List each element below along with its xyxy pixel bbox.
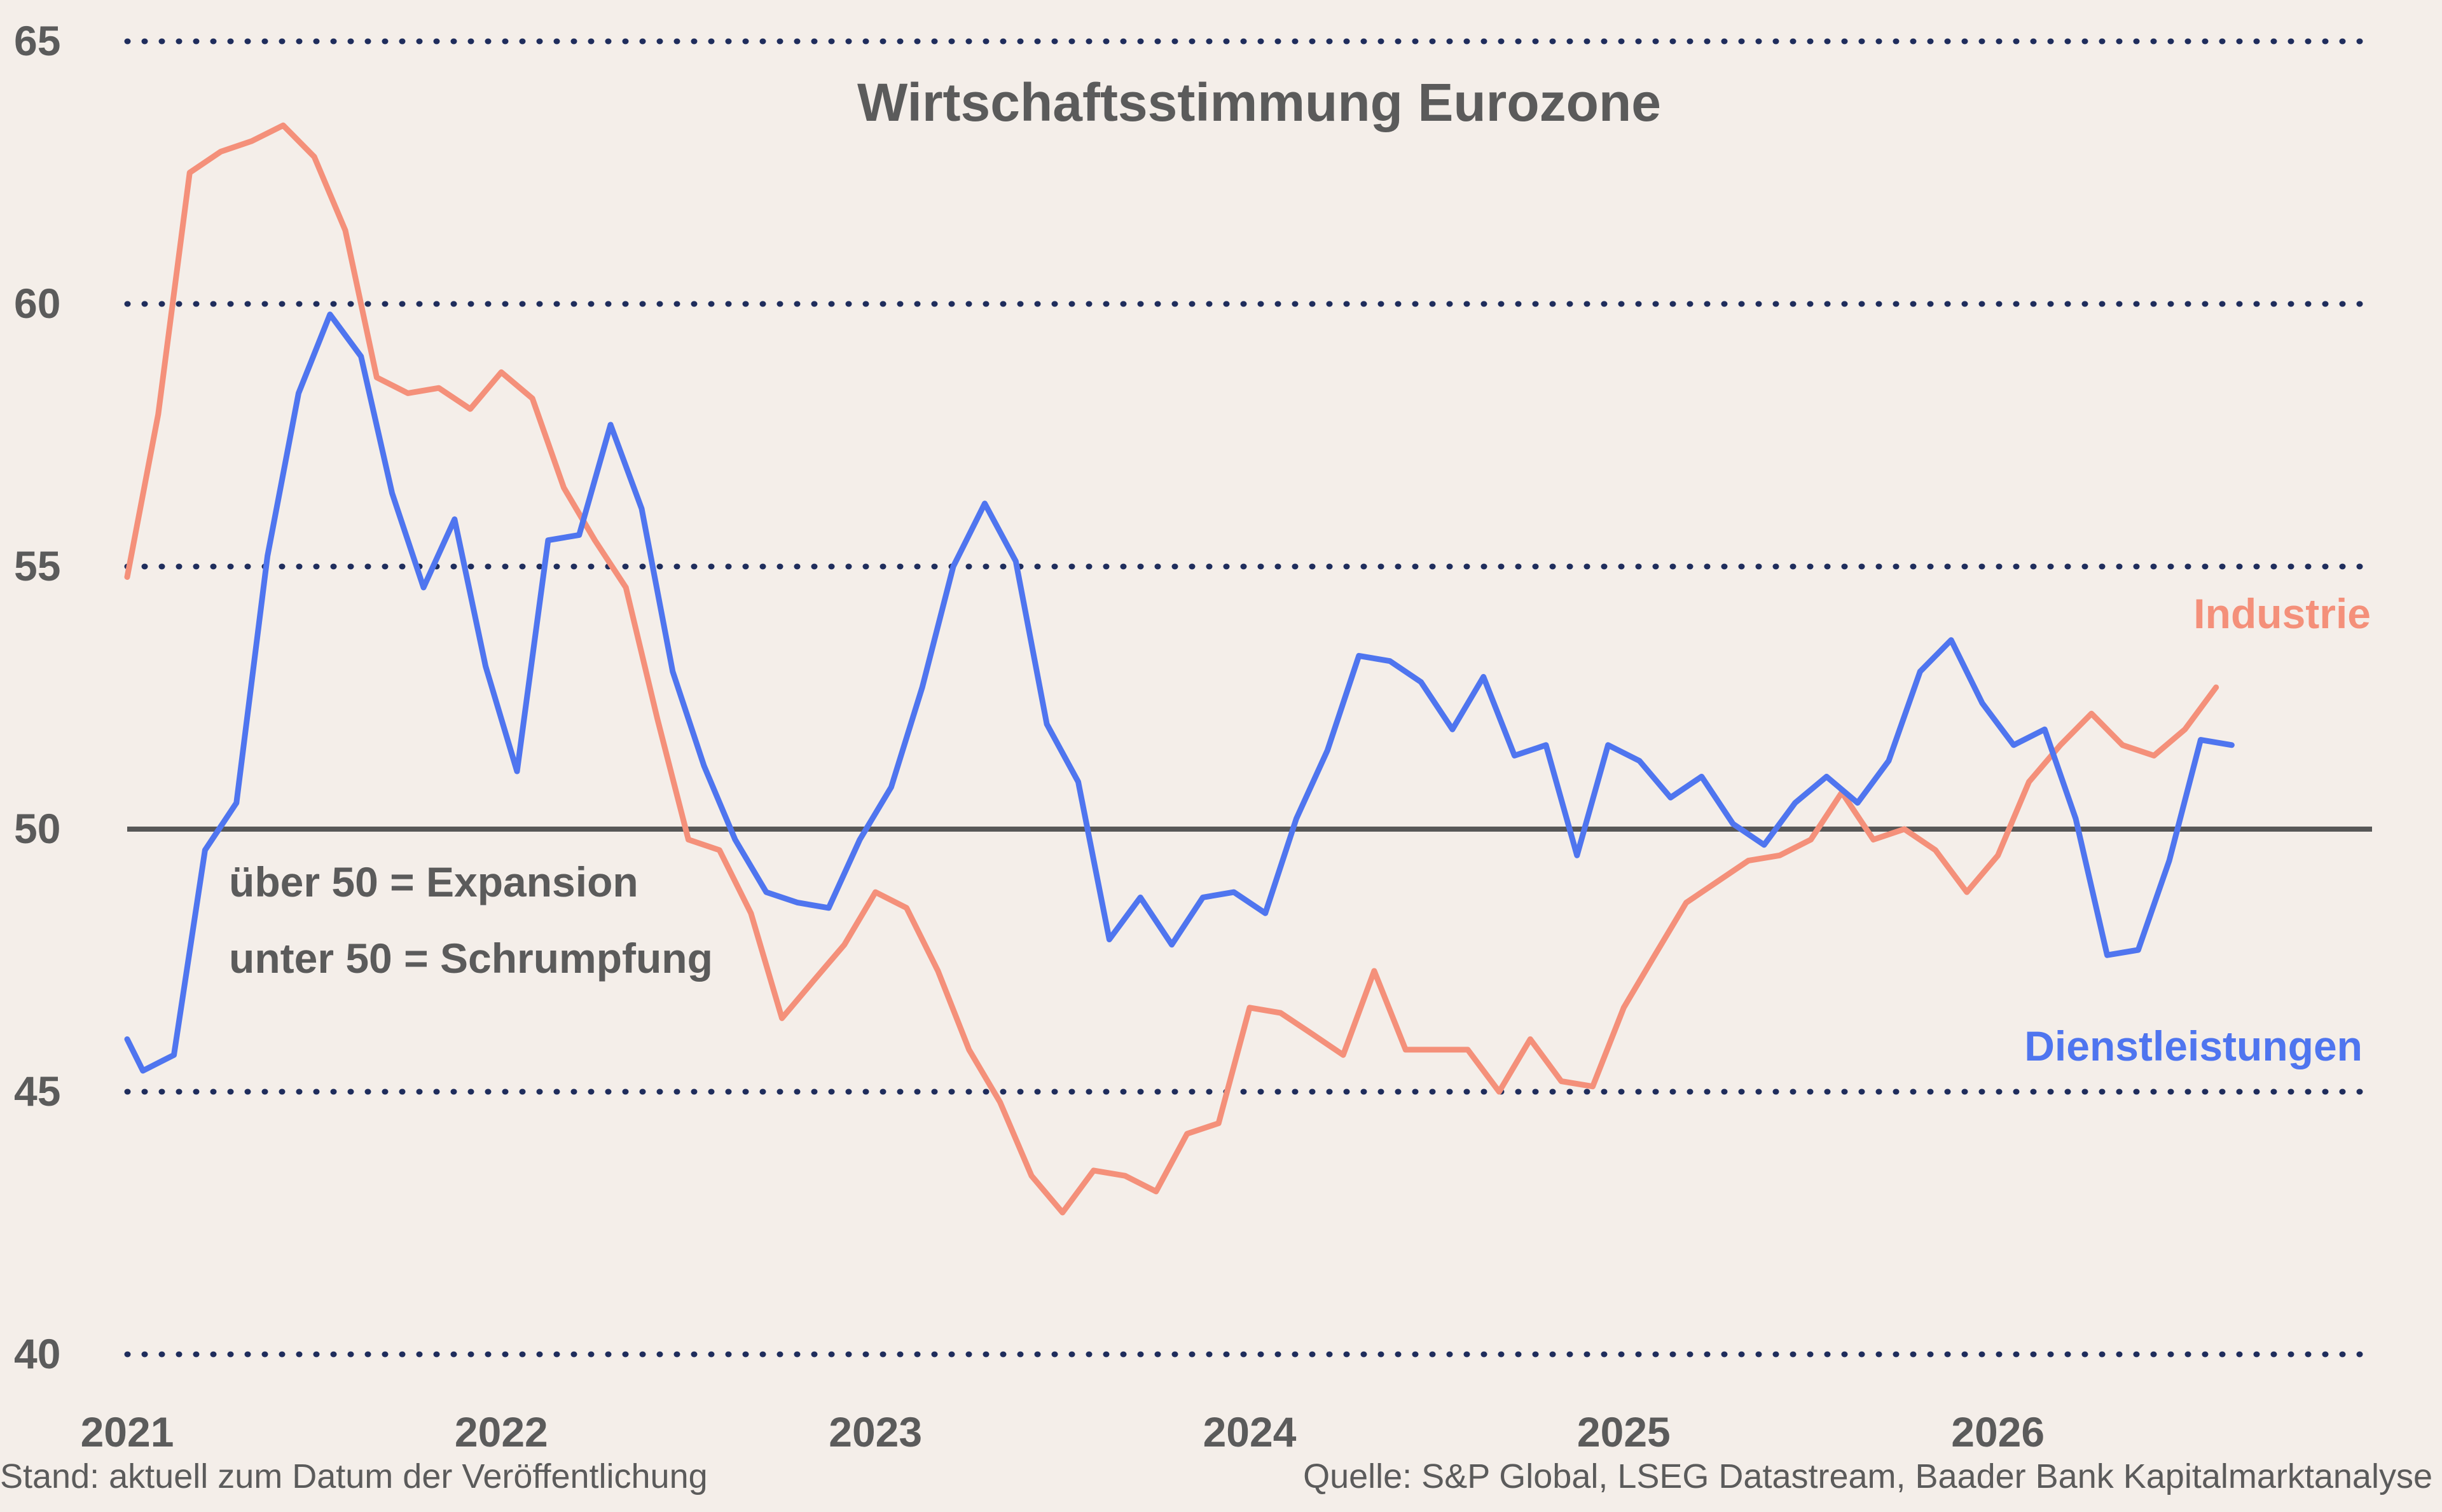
annotation-expansion: über 50 = Expansion <box>229 858 638 905</box>
y-tick-label: 40 <box>14 1330 60 1377</box>
x-tick-label: 2023 <box>829 1408 922 1455</box>
series-line-industrie <box>124 122 2219 1216</box>
y-tick-label: 50 <box>14 805 60 852</box>
annotation-schrumpfung: unter 50 = Schrumpfung <box>229 935 713 982</box>
chart-title: Wirtschaftsstimmung Eurozone <box>857 72 1661 132</box>
x-tick-label: 2022 <box>455 1408 548 1455</box>
x-tick-label: 2026 <box>1951 1408 2045 1455</box>
series-label-dienstleistungen: Dienstleistungen <box>2024 1022 2363 1069</box>
series-lines <box>124 122 2235 1216</box>
y-axis-ticks: 40 45 50 55 60 65 <box>14 17 60 1377</box>
x-tick-label: 2021 <box>81 1408 174 1455</box>
x-tick-label: 2024 <box>1203 1408 1297 1455</box>
footer-stand: Stand: aktuell zum Datum der Veröffentli… <box>0 1457 708 1495</box>
series-label-industrie: Industrie <box>2193 590 2371 637</box>
grid-lines <box>124 38 2375 1357</box>
x-axis-ticks: 2021 2022 2023 2024 2025 2026 <box>81 1408 2045 1455</box>
y-tick-label: 65 <box>14 17 60 64</box>
x-tick-label: 2025 <box>1577 1408 1671 1455</box>
y-tick-label: 60 <box>14 280 60 327</box>
y-tick-label: 45 <box>14 1068 60 1115</box>
y-tick-label: 55 <box>14 542 60 589</box>
footer-quelle: Quelle: S&P Global, LSEG Datastream, Baa… <box>1303 1457 2432 1495</box>
series-line-dienstleistungen <box>124 312 2235 1074</box>
